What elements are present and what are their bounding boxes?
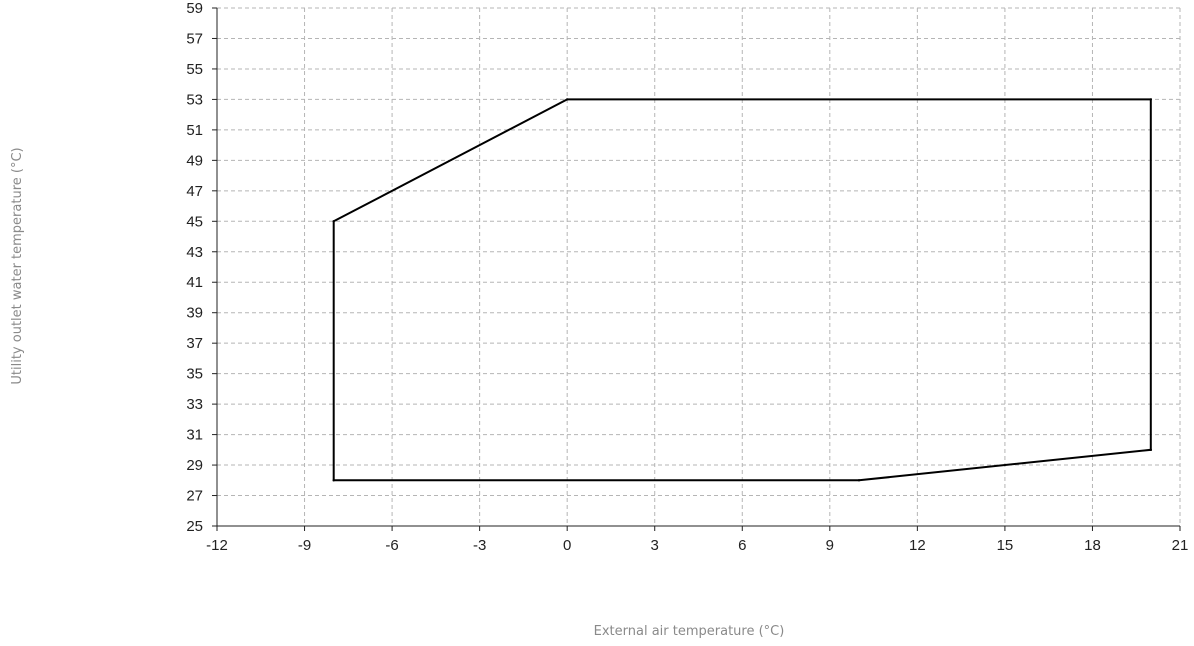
y-tick-label: 41 (186, 274, 203, 291)
y-tick-label: 43 (186, 244, 203, 261)
x-tick-label: 9 (826, 537, 834, 554)
series-layer (332, 98, 1153, 482)
envelope-vertex-point (565, 98, 569, 101)
envelope-vertex-point (332, 479, 335, 482)
x-tick-label: 18 (1084, 537, 1101, 554)
envelope-vertex-point (1149, 448, 1153, 452)
x-tick-label: 12 (909, 537, 926, 554)
y-tick-label: 59 (186, 0, 203, 17)
y-tick-label: 29 (186, 457, 203, 474)
x-tick-label: 6 (738, 537, 746, 554)
y-tick-label: 25 (186, 518, 203, 535)
envelope-vertex-point (1149, 98, 1153, 101)
y-tick-label: 37 (186, 335, 203, 352)
x-axis-title: External air temperature (°C) (594, 624, 785, 639)
label-layer: -12 -9 -6 -3 0 3 6 9 12 15 18 21 25 27 29 31 33 35 37 39 41 4… (186, 0, 1188, 554)
y-tick-label: 39 (186, 305, 203, 322)
y-tick-label: 31 (186, 427, 203, 444)
y-tick-label: 45 (186, 213, 203, 230)
y-tick-label: 33 (186, 396, 203, 413)
y-tick-label: 51 (186, 122, 203, 139)
axis-layer (212, 7, 1181, 531)
x-tick-label: 3 (651, 537, 659, 554)
x-tick-label: 15 (997, 537, 1014, 554)
y-tick-label: 27 (186, 488, 203, 505)
x-tick-label: 0 (563, 537, 571, 554)
x-tick-label: -12 (206, 537, 228, 554)
y-tick-label: 47 (186, 183, 203, 200)
y-axis-title: Utility outlet water temperature (°C) (10, 147, 25, 384)
grid-layer (217, 7, 1181, 526)
y-tick-label: 53 (186, 91, 203, 108)
x-tick-label: -3 (473, 537, 486, 554)
y-tick-label: 55 (186, 61, 203, 78)
y-tick-label: 49 (186, 152, 203, 169)
envelope-vertex-point (857, 479, 861, 482)
y-tick-label: 57 (186, 30, 203, 47)
x-tick-label: -6 (385, 537, 398, 554)
x-tick-label: -9 (298, 537, 311, 554)
x-tick-label: 21 (1172, 537, 1189, 554)
y-tick-label: 35 (186, 366, 203, 383)
envelope-vertex-point (332, 220, 335, 223)
